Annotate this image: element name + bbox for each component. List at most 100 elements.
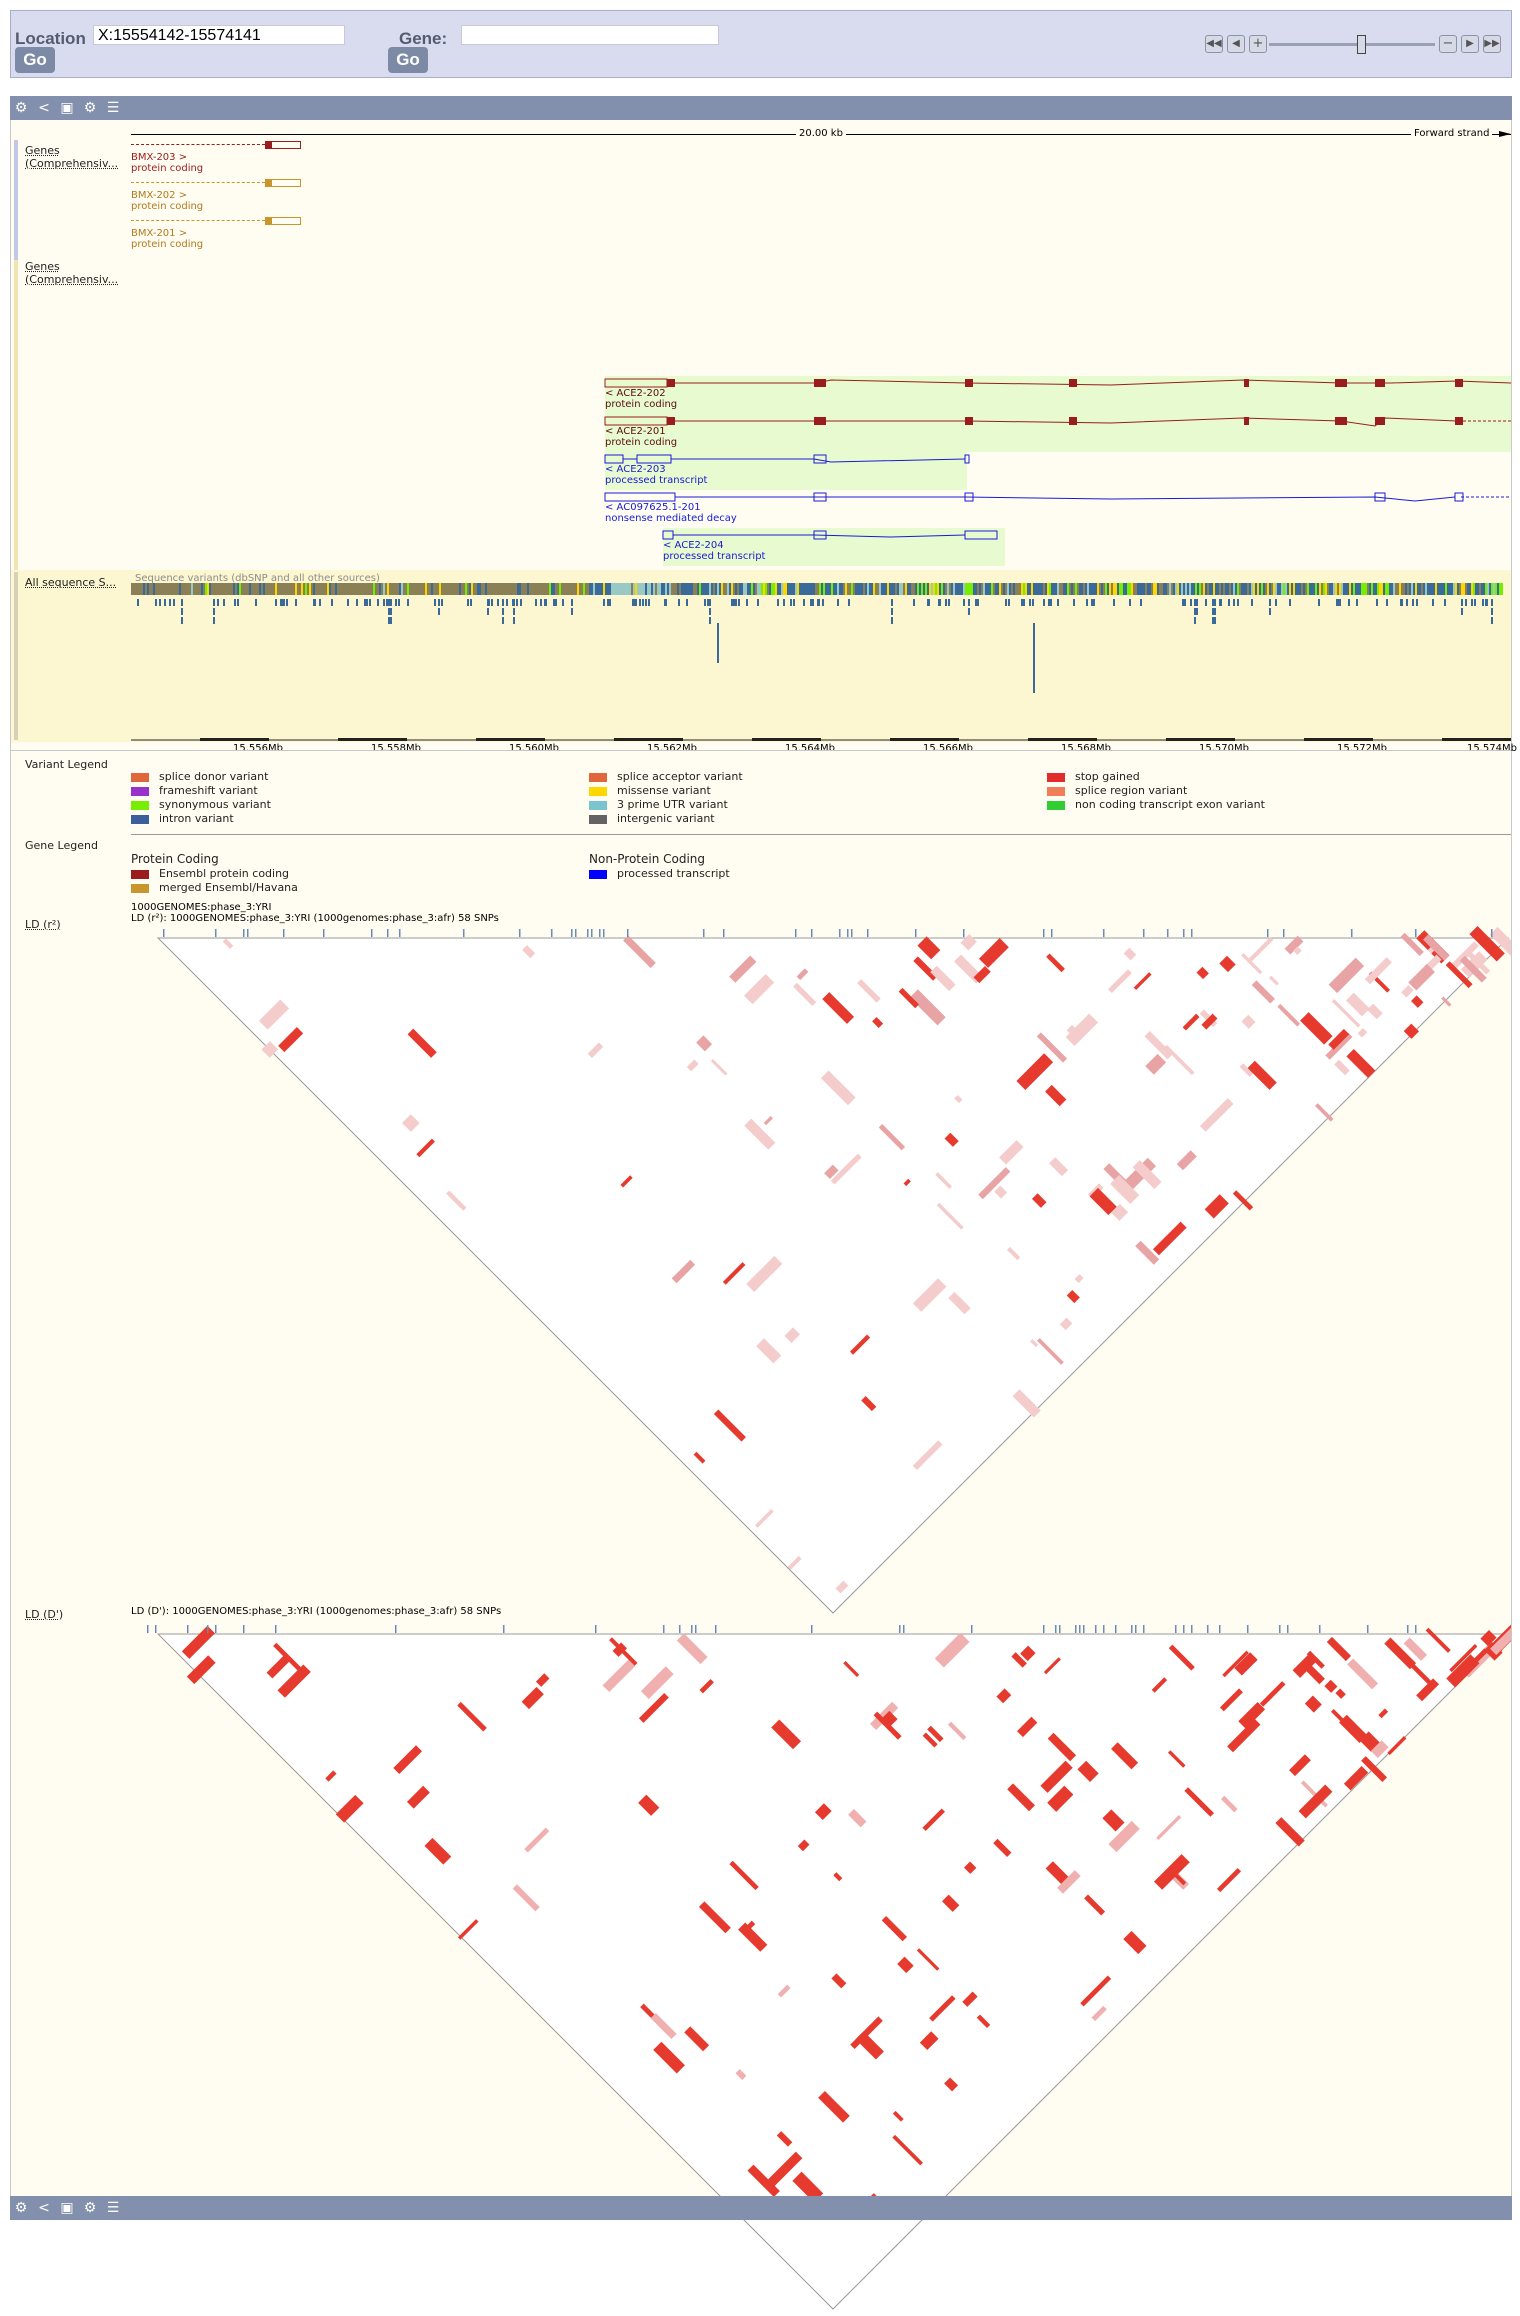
variant-mark <box>373 583 375 595</box>
reset-tracks-icon[interactable]: ☰ <box>106 100 120 116</box>
transcript-name[interactable]: < ACE2-201 <box>605 426 666 437</box>
ld-cell <box>1248 936 1274 962</box>
variant-mark <box>699 583 701 595</box>
variant-mark <box>501 583 503 595</box>
variants-track-label[interactable]: All sequence S... <box>25 576 117 589</box>
variant-mark <box>1479 583 1481 595</box>
zoom-in-icon[interactable]: + <box>1249 35 1267 53</box>
location-input[interactable]: X:15554142-15574141 <box>93 25 345 45</box>
variant-mark <box>319 599 321 606</box>
zoom-slider-handle[interactable] <box>1357 35 1366 54</box>
variant-mark <box>431 583 433 595</box>
ld-cell <box>524 1827 550 1853</box>
jump-forward-icon[interactable]: ▶▶ <box>1483 35 1501 53</box>
snp-tick <box>1103 929 1105 937</box>
ld-cell <box>1077 1760 1099 1782</box>
transcript-name[interactable]: BMX-203 > <box>131 152 188 163</box>
ld-cell <box>903 1178 911 1187</box>
transcript-name[interactable]: < ACE2-203 <box>605 464 666 475</box>
ld-cell <box>273 1642 301 1671</box>
ld-cell <box>1043 1657 1061 1675</box>
share-icon[interactable]: < <box>38 100 50 116</box>
variant-mark <box>1050 599 1052 606</box>
variant-mark <box>777 599 779 606</box>
variant-mark <box>1431 583 1433 595</box>
variant-mark <box>441 599 443 606</box>
variant-mark <box>1185 583 1187 595</box>
variant-mark <box>571 599 573 606</box>
ld-cell <box>1133 972 1152 991</box>
variant-mark <box>1059 583 1061 595</box>
genes-track-label[interactable]: Genes (Comprehensiv... <box>25 144 119 170</box>
variant-mark <box>1111 583 1113 595</box>
ld-r2-track-label[interactable]: LD (r²) <box>25 918 61 931</box>
variant-mark <box>1035 583 1037 595</box>
snp-tick <box>1103 1625 1105 1633</box>
track-handle[interactable] <box>14 140 18 270</box>
variant-mark <box>1401 583 1403 595</box>
ld-cell <box>722 1262 746 1285</box>
export-image-icon[interactable]: ▣ <box>60 2200 74 2216</box>
reset-tracks-icon[interactable]: ☰ <box>106 2200 120 2216</box>
snp-tick <box>163 929 165 937</box>
ld-cell <box>602 1659 636 1693</box>
transcript-name[interactable]: BMX-202 > <box>131 190 188 201</box>
variant-mark <box>963 599 965 606</box>
variant-mark <box>562 599 564 606</box>
track-handle[interactable] <box>14 260 18 570</box>
variant-mark <box>502 608 504 615</box>
variant-mark <box>543 583 545 595</box>
transcript-name[interactable]: < ACE2-204 <box>663 540 724 551</box>
ld-cell <box>406 1785 430 1809</box>
variant-mark <box>195 583 197 595</box>
export-image-icon[interactable]: ▣ <box>60 100 74 116</box>
ld-cell <box>878 1123 906 1151</box>
ld-cell <box>882 1710 898 1727</box>
transcript-name[interactable]: < AC097625.1-201 <box>605 502 701 513</box>
location-go-button[interactable]: Go <box>15 47 55 73</box>
jump-back-icon[interactable]: ◀◀ <box>1205 35 1223 53</box>
gear-icon[interactable]: ⚙ <box>14 100 28 116</box>
snp-tick <box>851 929 853 937</box>
ld-cell <box>729 1860 759 1891</box>
transcript-name[interactable]: BMX-201 > <box>131 228 188 239</box>
genes-track-label[interactable]: Genes (Comprehensiv... <box>25 260 119 286</box>
variant-mark <box>305 583 307 595</box>
ld-r2-heatmap <box>156 926 1511 1614</box>
ld-cell <box>1459 955 1487 983</box>
transcript-name[interactable]: < ACE2-202 <box>605 388 666 399</box>
variant-mark <box>1169 583 1171 595</box>
variant-mark <box>1386 599 1388 606</box>
ld-d-track-label[interactable]: LD (D') <box>25 1608 64 1621</box>
ld-cell <box>1343 1766 1369 1791</box>
variant-mark <box>1439 583 1441 595</box>
variant-mark <box>131 583 133 595</box>
gene-go-button[interactable]: Go <box>388 47 428 73</box>
variant-mark <box>493 583 495 595</box>
config-tracks-icon[interactable]: ⚙ <box>83 2200 97 2216</box>
variant-mark <box>633 583 635 595</box>
variant-mark <box>516 599 518 606</box>
variant-legend-column: splice acceptor variant missense variant… <box>589 770 969 826</box>
gear-icon[interactable]: ⚙ <box>14 2200 28 2216</box>
variant-mark <box>883 583 885 595</box>
track-handle[interactable] <box>14 572 18 740</box>
zoom-slider-track[interactable] <box>1269 43 1435 46</box>
variant-mark <box>339 583 341 595</box>
step-forward-icon[interactable]: ▶ <box>1461 35 1479 53</box>
snp-tick <box>847 929 849 937</box>
zoom-out-icon[interactable]: − <box>1439 35 1457 53</box>
variant-mark <box>1109 583 1111 595</box>
ld-cell <box>1239 1063 1254 1077</box>
step-back-icon[interactable]: ◀ <box>1227 35 1245 53</box>
ld-cell <box>743 974 775 1005</box>
snp-tick <box>963 929 965 937</box>
variant-mark <box>397 583 399 595</box>
variant-mark <box>919 583 921 595</box>
variant-mark <box>390 599 392 606</box>
snp-tick <box>215 929 217 937</box>
gene-input[interactable] <box>461 25 719 45</box>
config-tracks-icon[interactable]: ⚙ <box>83 100 97 116</box>
ld-cell <box>1046 953 1065 973</box>
share-icon[interactable]: < <box>38 2200 50 2216</box>
